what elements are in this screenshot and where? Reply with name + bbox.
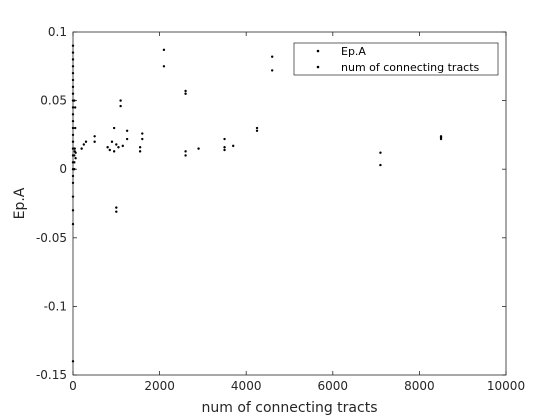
legend-entry-num-of-connecting-tracts: num of connecting tracts [341, 61, 480, 74]
data-point [125, 137, 129, 141]
data-point [71, 195, 75, 198]
data-point [125, 129, 129, 132]
data-point [162, 65, 166, 68]
data-point [71, 44, 75, 47]
axes-frame [72, 31, 507, 376]
data-point [379, 163, 382, 167]
data-point [255, 129, 259, 132]
data-point [117, 146, 120, 149]
data-point [439, 137, 443, 141]
data-point [138, 146, 142, 149]
data-point [379, 151, 382, 154]
data-point [115, 206, 118, 209]
x-tick-label: 6000 [318, 379, 349, 393]
legend-marker-ep-a [316, 49, 320, 53]
data-point [80, 147, 83, 150]
data-points [71, 44, 443, 363]
legend-entry-ep-a: Ep.A [341, 45, 366, 58]
data-point [71, 140, 75, 143]
data-point [71, 92, 75, 95]
data-point [255, 126, 259, 130]
data-point [71, 181, 75, 185]
legend: Ep.A num of connecting tracts [293, 42, 499, 76]
data-point [106, 146, 109, 149]
data-point [270, 69, 274, 72]
data-point [73, 147, 76, 150]
data-point [223, 148, 226, 152]
data-point [184, 150, 187, 153]
y-axis-label: Ep.A [12, 187, 28, 219]
x-axis-ticks: 0 2000 4000 6000 8000 10000 [69, 32, 525, 393]
data-point [112, 126, 116, 130]
data-point [71, 147, 75, 150]
data-point [71, 222, 75, 226]
data-point [110, 140, 114, 143]
x-tick-label: 0 [69, 379, 77, 393]
data-point [232, 144, 235, 148]
data-point [73, 161, 76, 164]
data-point [73, 154, 76, 157]
data-point [108, 148, 112, 152]
data-point [223, 146, 226, 149]
data-point [162, 48, 166, 52]
data-point [121, 144, 124, 148]
data-point [71, 58, 75, 61]
data-point [71, 85, 75, 89]
data-point [112, 150, 116, 153]
data-point [74, 157, 77, 160]
data-point [184, 89, 187, 93]
data-point [184, 154, 187, 157]
data-point [82, 143, 86, 146]
x-tick-label: 8000 [404, 379, 435, 393]
y-axis-ticks: -0.15 -0.1 -0.05 0 0.05 0.1 [36, 25, 506, 382]
data-point [71, 174, 75, 178]
data-point [184, 92, 187, 95]
legend-marker-num-of-connecting-tracts [316, 65, 320, 69]
data-point [197, 147, 200, 150]
plot-area [72, 31, 507, 376]
data-point [141, 137, 144, 141]
x-tick-label: 4000 [231, 379, 262, 393]
data-point [73, 99, 76, 102]
y-tick-label: 0.05 [40, 94, 67, 108]
x-tick-label: 2000 [144, 379, 175, 393]
data-point [93, 135, 96, 138]
data-point [71, 360, 75, 363]
data-point [119, 99, 122, 102]
data-point [71, 71, 75, 75]
data-point [71, 133, 75, 137]
data-point [73, 168, 76, 171]
x-axis-label: num of connecting tracts [202, 400, 378, 416]
data-point [71, 106, 75, 109]
y-tick-label: -0.1 [44, 299, 67, 313]
data-point [138, 150, 142, 153]
data-point [115, 143, 118, 146]
data-point [73, 106, 77, 109]
x-tick-label: 10000 [487, 379, 525, 393]
data-point [71, 78, 75, 82]
data-point [93, 140, 96, 143]
data-point [115, 210, 118, 213]
y-tick-label: -0.15 [36, 368, 67, 382]
data-point [71, 51, 75, 54]
data-point [74, 151, 77, 154]
y-tick-label: 0.1 [48, 25, 67, 39]
data-point [119, 104, 122, 108]
data-point [71, 209, 75, 212]
data-point [71, 126, 75, 130]
data-point [71, 119, 75, 123]
data-point [71, 65, 75, 68]
y-tick-label: 0 [59, 162, 67, 176]
data-point [270, 55, 274, 58]
data-point [223, 137, 226, 141]
data-point [84, 140, 88, 143]
legend-box [293, 42, 499, 76]
y-tick-label: -0.05 [36, 231, 67, 245]
data-point [73, 126, 77, 130]
data-point [71, 113, 75, 116]
data-point [141, 132, 144, 135]
